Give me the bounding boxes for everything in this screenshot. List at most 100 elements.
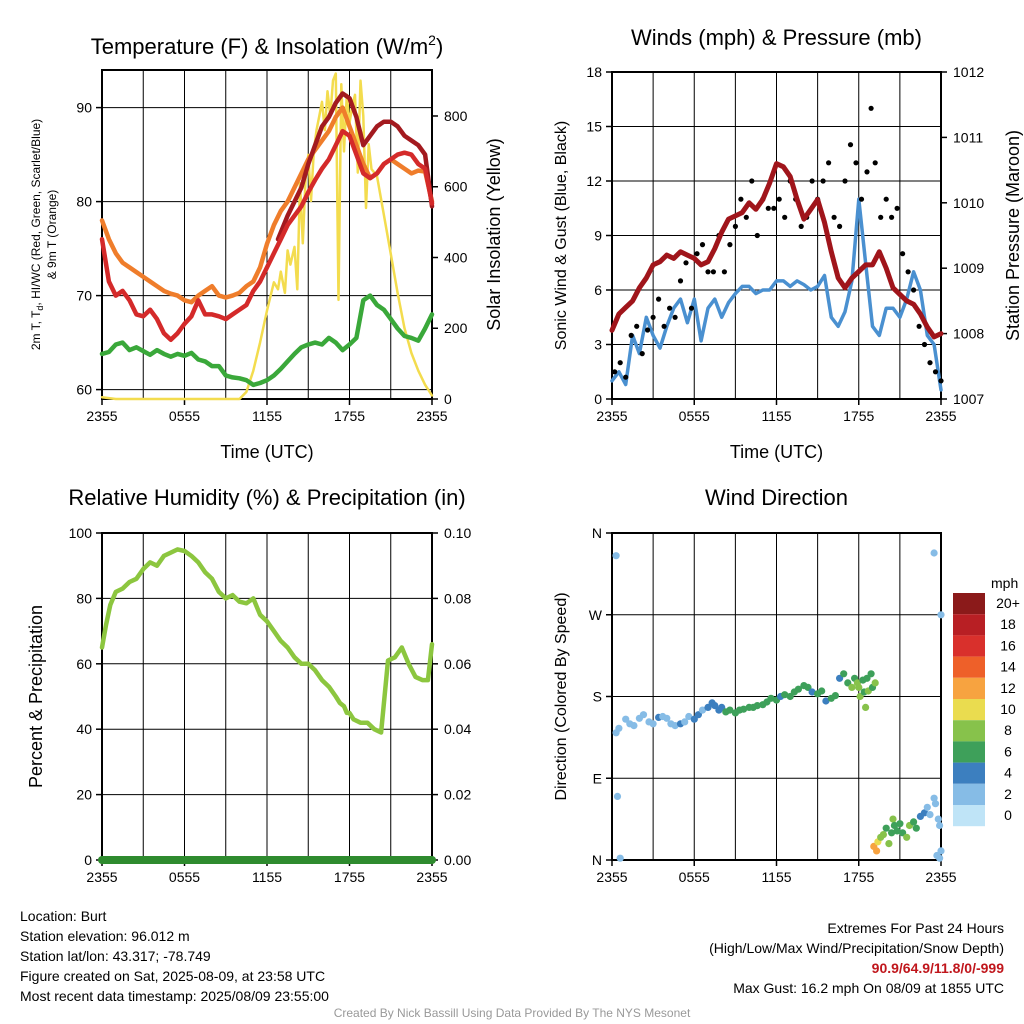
direction-point bbox=[930, 794, 938, 802]
direction-point bbox=[936, 854, 944, 862]
direction-point bbox=[912, 824, 920, 832]
legend-title: mph bbox=[991, 575, 1018, 591]
gust-point bbox=[916, 323, 922, 329]
gust-point bbox=[847, 142, 854, 148]
y-tick-label: 60 bbox=[76, 656, 92, 672]
direction-point bbox=[879, 831, 888, 839]
gust-point bbox=[749, 178, 755, 184]
chart-title-main: Temperature (F) & Insolation (W/m bbox=[91, 34, 428, 59]
gust-point bbox=[645, 327, 651, 333]
legend-swatch bbox=[953, 699, 985, 721]
chart-title-end: ) bbox=[436, 34, 443, 59]
direction-point bbox=[808, 688, 816, 696]
direction-point bbox=[794, 685, 803, 693]
direction-point bbox=[926, 811, 934, 819]
gust-point bbox=[883, 196, 889, 202]
extremes-title: Extremes For Past 24 Hours bbox=[827, 920, 1004, 936]
y-tick-label: 80 bbox=[76, 590, 92, 606]
direction-point bbox=[888, 829, 896, 837]
direction-point bbox=[893, 827, 901, 835]
direction-point bbox=[753, 702, 761, 710]
legend-label: 14 bbox=[1000, 659, 1016, 675]
gust-point bbox=[738, 196, 744, 202]
x-tick-label: 1155 bbox=[761, 408, 791, 424]
y2-axis-label: Solar Insolation (Yellow) bbox=[484, 138, 504, 330]
legend-label: 18 bbox=[1000, 616, 1016, 632]
legend-swatch bbox=[953, 635, 985, 657]
direction-point bbox=[685, 712, 693, 721]
x-tick-label: 0555 bbox=[169, 408, 200, 424]
x-tick-label: 1155 bbox=[252, 869, 282, 885]
gust-point bbox=[868, 105, 874, 111]
direction-point bbox=[649, 720, 657, 728]
x-tick-label: 1155 bbox=[252, 408, 282, 424]
direction-point bbox=[630, 722, 638, 730]
series-pressure bbox=[609, 161, 944, 340]
direction-point bbox=[767, 694, 775, 702]
y-axis-label-line2: & 9m T (Orange) bbox=[45, 190, 59, 280]
gust-point bbox=[705, 269, 711, 275]
direction-point bbox=[694, 711, 703, 719]
gust-point bbox=[667, 305, 673, 311]
y-tick-label: 9 bbox=[594, 228, 602, 244]
chart-title: Temperature (F) & Insolation (W/m2) bbox=[91, 32, 444, 59]
plot-frame bbox=[101, 69, 433, 400]
gust-point bbox=[798, 223, 804, 229]
direction-point bbox=[873, 847, 881, 855]
y-tick-label: 18 bbox=[586, 64, 602, 80]
gust-point bbox=[639, 351, 645, 357]
legend-swatch bbox=[953, 741, 985, 763]
x-tick-label: 1755 bbox=[334, 869, 365, 885]
created-text: Figure created on Sat, 2025-08-09, at 23… bbox=[20, 968, 326, 984]
direction-point bbox=[910, 818, 918, 826]
y-tick-label: E bbox=[593, 770, 602, 786]
gust-point bbox=[617, 360, 623, 366]
gust-point bbox=[864, 169, 870, 175]
extremes-info: Extremes For Past 24 Hours (High/Low/Max… bbox=[709, 918, 1004, 998]
x-tick-label: 1755 bbox=[843, 869, 874, 885]
x-tick-label: 0555 bbox=[679, 869, 710, 885]
direction-point bbox=[882, 824, 890, 832]
direction-point bbox=[937, 847, 945, 855]
gust-point bbox=[782, 214, 788, 220]
y2-tick-label: 0 bbox=[444, 391, 452, 407]
y2-tick-label: 0.10 bbox=[444, 525, 471, 541]
legend-label: 16 bbox=[1000, 637, 1016, 653]
gust-point bbox=[661, 323, 667, 329]
direction-point bbox=[920, 809, 929, 817]
y-tick-label: 70 bbox=[76, 288, 92, 304]
gust-point bbox=[938, 378, 944, 384]
legend-label: 6 bbox=[1004, 743, 1012, 759]
plot-frame bbox=[611, 532, 942, 861]
y-tick-label: S bbox=[593, 689, 602, 705]
y-tick-label: 6 bbox=[594, 282, 602, 298]
direction-point bbox=[871, 679, 879, 687]
elevation-text: Station elevation: 96.012 m bbox=[20, 928, 190, 944]
gust-point bbox=[872, 160, 878, 166]
gust-point bbox=[628, 332, 634, 338]
gust-point bbox=[743, 214, 749, 220]
y2-tick-label: 0.04 bbox=[444, 721, 471, 737]
y-tick-label: 80 bbox=[76, 194, 92, 210]
max-gust-text: Max Gust: 16.2 mph On 08/09 at 1855 UTC bbox=[733, 980, 1004, 996]
gust-point bbox=[765, 205, 771, 211]
direction-point bbox=[781, 691, 789, 699]
y2-tick-label: 1009 bbox=[953, 260, 984, 276]
latlon-text: Station lat/lon: 43.317; -78.749 bbox=[20, 948, 211, 964]
gust-point bbox=[921, 341, 928, 348]
legend-swatch bbox=[953, 614, 985, 636]
gust-point bbox=[900, 251, 906, 257]
gust-point bbox=[771, 205, 777, 211]
y-tick-label: 3 bbox=[594, 337, 602, 353]
x-tick-label: 2355 bbox=[416, 408, 447, 424]
direction-point bbox=[804, 683, 812, 692]
recent-data-text: Most recent data timestamp: 2025/08/09 2… bbox=[20, 988, 329, 1004]
direction-point bbox=[622, 715, 630, 723]
credit-text: Created By Nick Bassill Using Data Provi… bbox=[333, 1006, 691, 1020]
direction-point bbox=[890, 821, 899, 830]
y-label-part: , HI/WC (Red, Green, Scarlet/Blue) bbox=[29, 119, 43, 306]
direction-point bbox=[923, 803, 931, 811]
direction-point bbox=[613, 792, 622, 801]
gust-point bbox=[858, 196, 865, 202]
gust-point bbox=[694, 251, 700, 257]
